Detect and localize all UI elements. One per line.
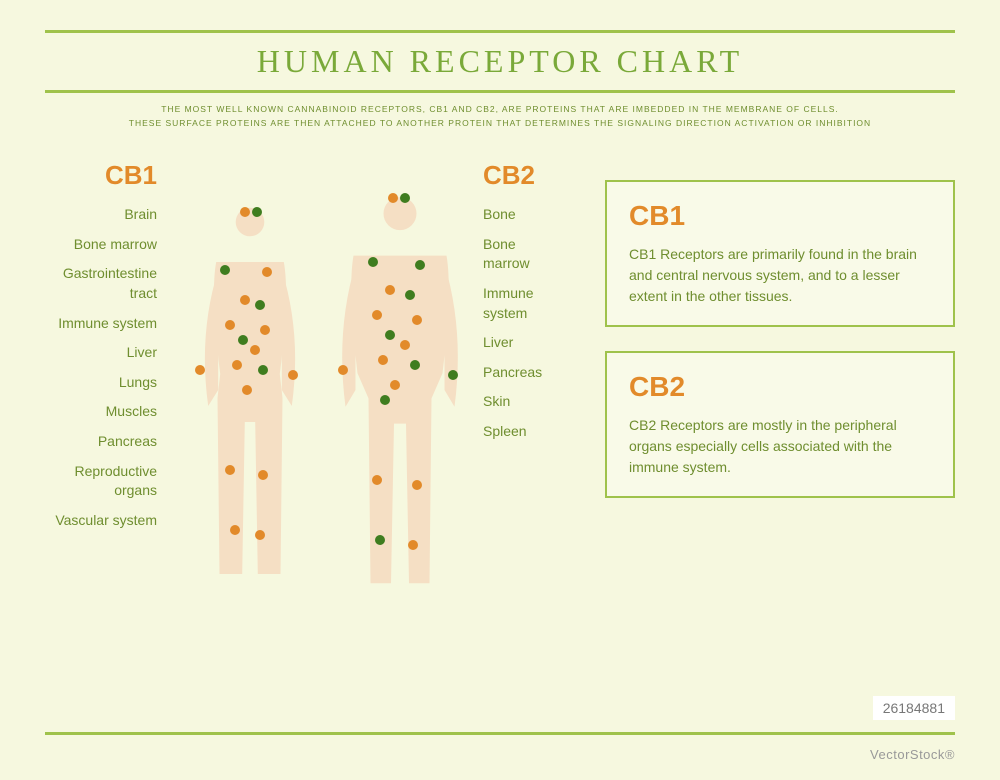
cb1-item: Gastrointestine tract [45,264,157,303]
cb2-column: CB2 Bone Bone marrow Immune system Liver Pan… [475,160,565,540]
cb2-box-title: CB2 [629,371,931,403]
infographic-page: HUMAN RECEPTOR CHART THE MOST WELL KNOWN… [0,0,1000,780]
bottom-rule [45,732,955,735]
cb1-info-box: CB1 CB1 Receptors are primarily found in… [605,180,955,327]
subtitle-line-1: THE MOST WELL KNOWN CANNABINOID RECEPTOR… [45,103,955,117]
cb2-item: Bone marrow [483,235,565,274]
content-row: CB1 Brain Bone marrow Gastrointestine trac… [45,160,955,540]
male-figure [325,180,475,600]
cb2-item: Immune system [483,284,565,323]
watermark-id: 26184881 [873,696,955,720]
right-panel: CB1 CB1 Receptors are primarily found in… [605,160,955,540]
cb2-box-text: CB2 Receptors are mostly in the peripher… [629,415,931,478]
cb1-label: CB1 [45,160,157,191]
cb1-item: Lungs [45,373,157,393]
subtitle: THE MOST WELL KNOWN CANNABINOID RECEPTOR… [45,93,955,150]
left-panel: CB1 Brain Bone marrow Gastrointestine trac… [45,160,585,540]
male-silhouette [325,180,475,600]
page-title: HUMAN RECEPTOR CHART [45,33,955,90]
cb2-info-box: CB2 CB2 Receptors are mostly in the peri… [605,351,955,498]
human-figures [165,160,475,540]
female-figure [185,190,315,590]
cb1-item: Pancreas [45,432,157,452]
cb1-box-title: CB1 [629,200,931,232]
cb1-item: Muscles [45,402,157,422]
cb1-item: Liver [45,343,157,363]
cb2-item: Pancreas [483,363,565,383]
cb1-item: Brain [45,205,157,225]
cb1-box-text: CB1 Receptors are primarily found in the… [629,244,931,307]
cb2-item: Bone [483,205,565,225]
cb1-item: Vascular system [45,511,157,531]
cb1-item: Reproductive organs [45,462,157,501]
subtitle-line-2: THESE SURFACE PROTEINS ARE THEN ATTACHED… [45,117,955,131]
cb2-label: CB2 [483,160,565,191]
cb1-column: CB1 Brain Bone marrow Gastrointestine trac… [45,160,165,540]
cb1-item: Bone marrow [45,235,157,255]
cb2-item: Skin [483,392,565,412]
cb2-item: Spleen [483,422,565,442]
cb2-item: Liver [483,333,565,353]
watermark-label: VectorStock® [870,747,955,762]
cb1-item: Immune system [45,314,157,334]
